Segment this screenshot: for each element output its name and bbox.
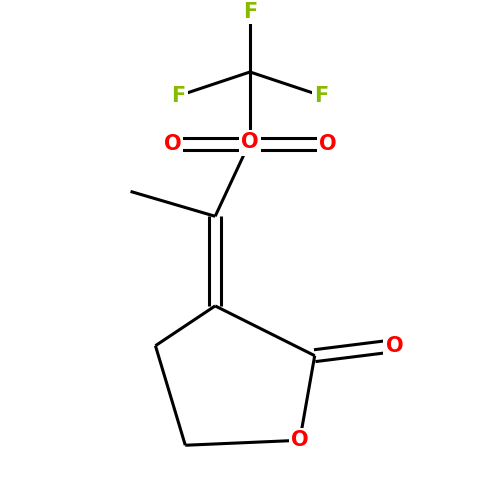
Text: S: S — [242, 134, 258, 154]
Text: O: O — [241, 132, 259, 152]
Text: O: O — [291, 430, 308, 450]
Text: F: F — [171, 86, 186, 106]
Text: O: O — [386, 336, 403, 355]
Text: O: O — [319, 134, 336, 154]
Text: O: O — [164, 134, 181, 154]
Text: F: F — [243, 2, 257, 22]
Text: F: F — [314, 86, 329, 106]
